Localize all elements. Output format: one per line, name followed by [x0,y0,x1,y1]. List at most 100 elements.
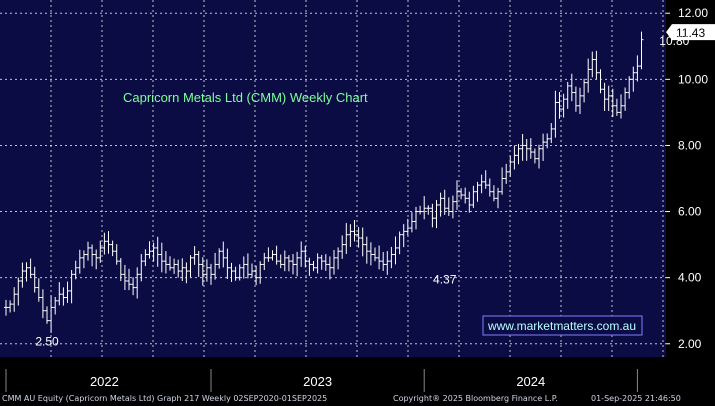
price-bar [315,253,320,274]
price-bar [323,254,328,271]
price-bar [303,245,308,268]
price-bar [573,86,578,112]
price-bar [131,277,136,296]
price-bar [356,227,361,248]
price-annotation: 2.50 [35,334,59,348]
price-bar [631,66,636,92]
price-bar [282,250,287,272]
price-bar [463,187,468,204]
price-bar [430,203,435,228]
price-bar [500,167,505,195]
price-bar [619,94,623,119]
price-bar [340,235,345,259]
y-tick-label: 4.00 [678,271,702,285]
price-bar [155,236,160,267]
price-bar [81,250,86,269]
price-bar [602,82,607,111]
price-bar [204,259,209,282]
price-bar [319,254,324,270]
price-bar [553,90,558,138]
price-bar [377,245,382,270]
price-bar [512,145,517,170]
price-bar [450,195,455,219]
price-bar [360,227,365,257]
price-bar [561,93,566,118]
price-bar [258,261,263,284]
price-bar [53,296,58,315]
price-bar [623,87,628,111]
price-bar [213,252,218,280]
price-bar [389,246,394,269]
price-bar [90,244,95,267]
price-bar [229,262,234,282]
price-bar [4,299,8,316]
price-bar [299,241,304,267]
price-bar [344,223,349,254]
price-bar [327,256,332,280]
y-tick-label: 8.00 [678,138,702,152]
price-bar [28,258,33,278]
watermark-box [482,315,643,336]
price-bar [364,236,369,264]
price-bar [635,55,640,82]
price-bar [86,241,90,261]
price-bar [594,50,599,80]
price-bar [504,163,509,184]
price-bar [520,134,525,161]
x-year-label: 2024 [516,374,545,389]
watermark-text[interactable]: www.marketmatters.com.au [487,319,636,333]
price-bar [61,287,66,306]
price-bar [65,281,70,303]
price-chart: 12.00 10.00 8.00 6.00 4.00 2.00 11.43 2022 2023… [0,0,715,392]
price-bar [541,133,546,161]
price-bar [254,265,259,286]
price-bar [24,262,29,282]
price-bar [459,188,464,200]
price-bar [233,266,238,281]
price-bar [446,197,451,216]
price-bar [483,170,488,189]
footer-bar: CMM AU Equity (Capricorn Metals Ltd) Gra… [0,392,715,406]
price-bar [73,260,78,280]
price-bar [127,268,131,291]
price-bar [237,264,242,281]
price-bar [245,253,250,279]
price-bar [106,231,111,254]
price-bar [557,91,562,119]
price-bar [295,251,300,277]
y-tick-label: 6.00 [678,205,702,219]
x-year-label: 2022 [90,374,119,389]
price-bar [606,85,611,111]
price-bar [496,187,500,209]
price-bar [418,205,423,215]
price-bar [266,247,271,262]
price-bar [192,246,197,265]
price-bar [176,259,181,278]
price-bar [614,98,619,116]
x-axis-panel [0,357,715,392]
price-bar [12,287,17,312]
last-price-value: 11.43 [676,26,705,40]
price-bar [16,277,21,306]
price-bar [143,249,148,267]
price-bar [639,31,644,70]
y-tick-label: 2.00 [678,337,702,351]
price-bar [122,264,127,291]
price-bar [77,249,82,274]
price-bar [8,300,13,313]
price-bar [270,250,275,261]
price-bar [98,240,103,263]
price-bar [188,255,193,278]
price-bar [135,267,140,299]
x-axis: 2022202320242025 [0,357,715,392]
price-bar [545,133,550,149]
watermark[interactable]: www.marketmatters.com.au [482,315,643,336]
price-bar [487,178,492,197]
price-bar [118,258,123,282]
x-year-label: 2023 [303,374,332,389]
price-bar [336,247,341,270]
price-bar [528,138,533,159]
price-bar [516,143,521,165]
price-bar [414,206,418,230]
